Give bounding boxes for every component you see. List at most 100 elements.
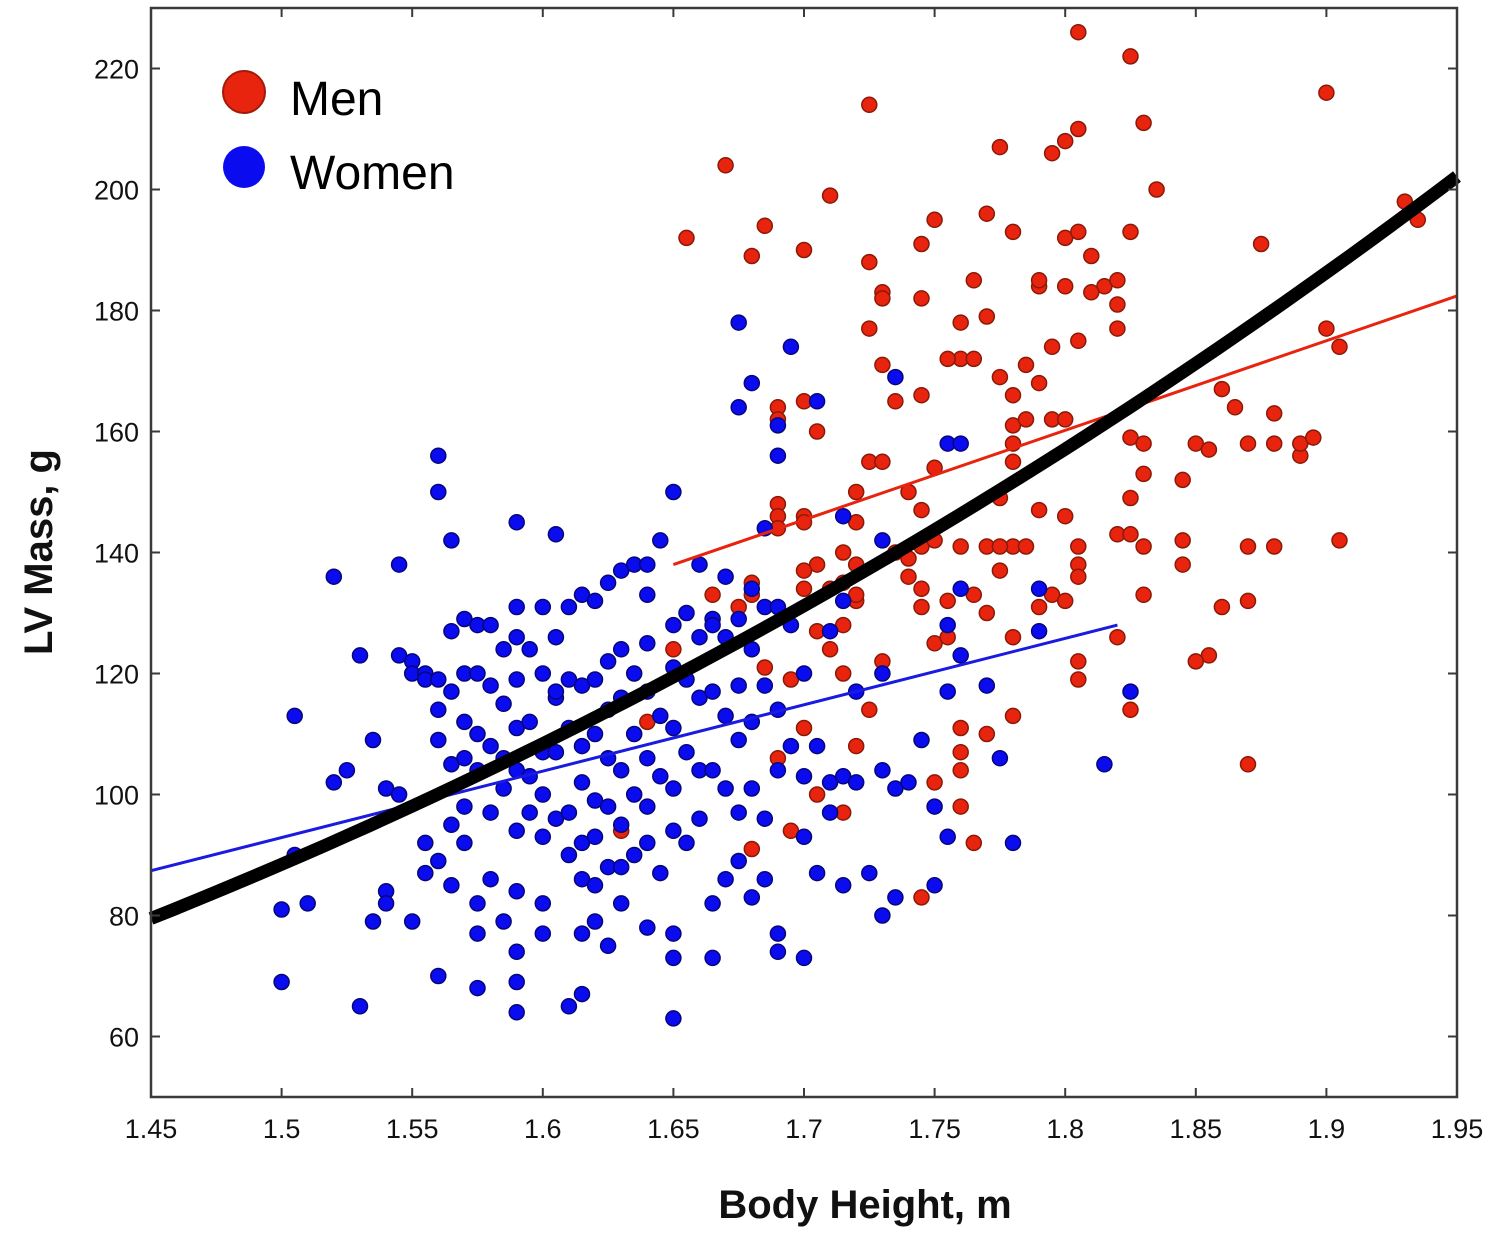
data-point-men <box>1030 598 1048 616</box>
data-point-women <box>612 895 630 912</box>
data-point-men <box>1004 707 1022 725</box>
data-point-women <box>560 998 578 1015</box>
data-point-women <box>430 483 447 501</box>
data-point-men <box>665 641 682 658</box>
data-point-men <box>808 786 826 803</box>
data-point-women <box>299 895 316 912</box>
data-point-women <box>639 586 656 604</box>
data-point-women <box>991 749 1009 767</box>
data-point-women <box>560 671 578 688</box>
data-point-women <box>730 610 747 628</box>
data-point-men <box>1056 132 1074 150</box>
data-point-men <box>795 719 813 737</box>
data-point-women <box>586 828 604 846</box>
legend: Men Women <box>222 70 455 200</box>
data-point-women <box>808 864 826 882</box>
y-axis-title: LV Mass, g <box>17 449 61 655</box>
data-point-men <box>939 592 956 610</box>
data-point-women <box>547 628 565 646</box>
data-point-men <box>1056 411 1074 428</box>
data-point-women <box>743 374 761 392</box>
data-point-women <box>808 393 826 410</box>
data-point-women <box>678 834 695 852</box>
data-point-men <box>1070 538 1087 555</box>
x-tick-label: 1.5 <box>263 1114 301 1144</box>
data-point-women <box>821 774 839 791</box>
data-point-women <box>665 925 682 942</box>
data-point-women <box>874 762 891 779</box>
data-point-men <box>1004 453 1022 471</box>
series-men <box>612 23 1427 906</box>
data-point-women <box>456 610 473 628</box>
x-tick-label: 1.55 <box>386 1114 439 1144</box>
data-point-women <box>495 695 512 713</box>
data-point-women <box>730 314 747 331</box>
y-tick-label: 160 <box>94 418 139 448</box>
data-point-women <box>743 889 761 906</box>
data-point-women <box>547 526 565 543</box>
data-point-women <box>887 368 904 386</box>
data-point-women <box>482 737 499 755</box>
data-point-women <box>652 864 669 882</box>
data-point-men <box>913 889 930 906</box>
data-point-women <box>482 616 499 634</box>
data-point-women <box>730 399 747 416</box>
data-point-women <box>430 701 447 719</box>
data-point-women <box>730 731 747 749</box>
data-point-men <box>1318 320 1335 337</box>
data-point-women <box>351 647 369 664</box>
data-point-women <box>547 683 565 700</box>
data-point-men <box>952 719 969 737</box>
data-point-women <box>560 598 578 616</box>
data-point-men <box>1043 144 1061 162</box>
data-point-women <box>273 973 290 991</box>
data-point-men <box>926 774 943 791</box>
x-tick-labels: 1.45 1.5 1.55 1.6 1.65 1.7 1.75 1.8 1.85 1.9 1.95 <box>125 1114 1484 1144</box>
data-point-men <box>1239 435 1257 452</box>
data-point-women <box>782 338 800 356</box>
data-point-men <box>1135 586 1152 604</box>
data-point-women <box>756 870 774 888</box>
data-point-men <box>1070 568 1087 585</box>
data-point-women <box>573 737 591 755</box>
data-point-women <box>639 635 656 652</box>
data-point-men <box>1056 507 1074 525</box>
legend-item-women: Women <box>223 146 455 200</box>
data-point-women <box>704 949 721 967</box>
data-point-women <box>665 719 682 737</box>
data-point-men <box>861 96 878 114</box>
data-point-women <box>325 568 343 585</box>
data-point-men <box>991 538 1009 555</box>
data-point-men <box>1135 114 1152 132</box>
data-point-men <box>978 205 996 222</box>
data-point-women <box>560 846 578 864</box>
data-point-women <box>430 852 447 870</box>
data-point-women <box>534 828 552 846</box>
data-point-men <box>1070 671 1087 688</box>
data-point-men <box>821 187 839 204</box>
data-point-women <box>756 810 774 827</box>
data-point-women <box>430 731 447 749</box>
data-point-women <box>717 870 734 888</box>
data-point-women <box>756 677 774 694</box>
y-tick-label: 80 <box>109 902 139 932</box>
data-point-women <box>639 798 656 815</box>
data-point-men <box>1213 380 1231 398</box>
data-point-women <box>456 749 473 767</box>
data-point-men <box>913 235 930 253</box>
data-point-men <box>1187 653 1205 670</box>
data-point-women <box>586 877 604 894</box>
data-point-men <box>717 157 734 174</box>
data-point-men <box>1252 235 1270 253</box>
data-point-men <box>847 737 865 755</box>
data-point-women <box>665 822 682 840</box>
data-point-women <box>691 810 708 827</box>
data-point-women <box>599 653 617 670</box>
data-point-women <box>795 949 813 967</box>
data-point-men <box>1109 272 1126 289</box>
data-point-men <box>1265 435 1283 452</box>
y-tick-label: 120 <box>94 660 139 690</box>
data-point-men <box>913 598 930 616</box>
data-point-women <box>495 641 512 658</box>
